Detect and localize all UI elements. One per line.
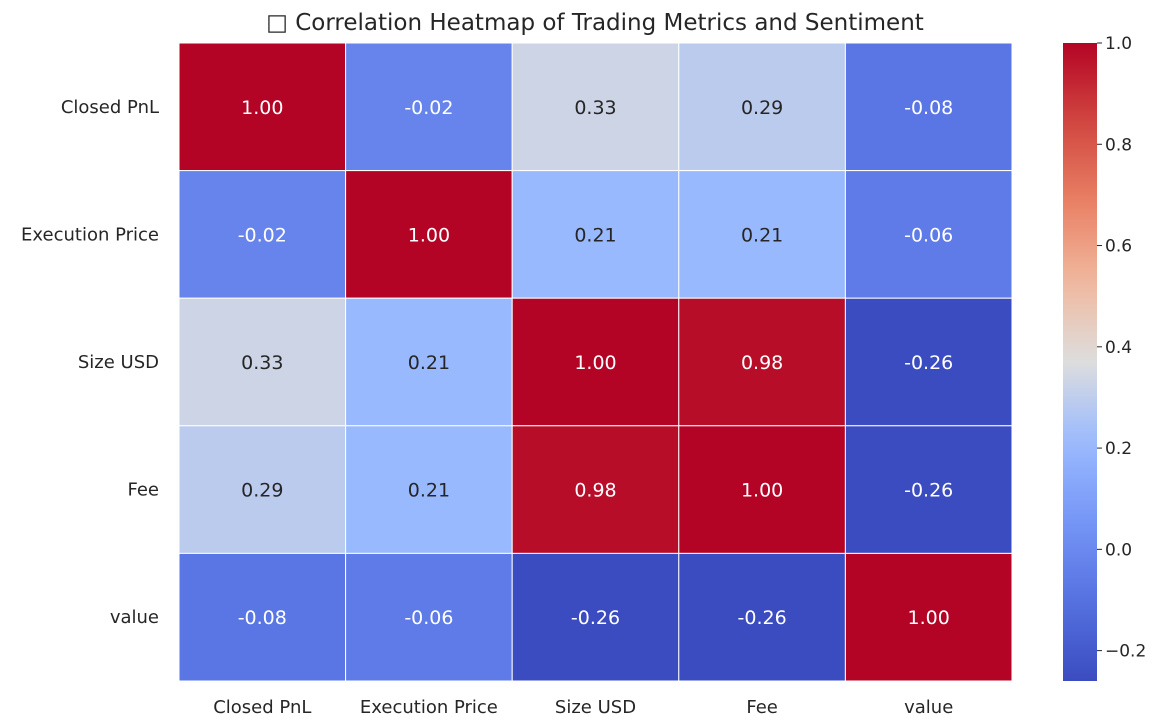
heatmap-cell <box>511 297 680 427</box>
heatmap-cell <box>511 552 680 682</box>
heatmap-cell-value: 0.21 <box>741 224 783 246</box>
heatmap-cells <box>178 42 1013 682</box>
colorbar-tick-label: 0.2 <box>1105 439 1132 459</box>
heatmap-cell-value: 1.00 <box>574 352 616 374</box>
heatmap-cell-value: -0.26 <box>571 607 620 629</box>
y-tick-label: Fee <box>127 480 159 501</box>
colorbar-tick-label: 0.0 <box>1105 540 1132 560</box>
heatmap-cell-value: 1.00 <box>741 480 783 502</box>
heatmap-cell-value: -0.26 <box>738 607 787 629</box>
x-axis-tick-labels: Closed PnL Execution Price Size USD Fee valu… <box>213 697 953 718</box>
heatmap-cell-value: -0.08 <box>238 607 287 629</box>
x-tick-label: Execution Price <box>360 697 498 718</box>
heatmap-cell <box>511 170 680 299</box>
heatmap-cell-value: 1.00 <box>241 97 283 119</box>
heatmap-cell <box>678 297 846 427</box>
colorbar: 1.0 0.8 0.6 0.4 0.2 0.0 −0.2 <box>1063 34 1146 681</box>
heatmap-cell <box>678 425 846 554</box>
y-tick-label: value <box>110 607 159 628</box>
heatmap-cell-value: 0.21 <box>408 480 450 502</box>
heatmap-cell <box>844 425 1013 554</box>
heatmap-cell-value: 0.98 <box>574 480 616 502</box>
y-axis-tick-labels: Closed PnL Execution Price Size USD Fee valu… <box>21 97 159 628</box>
heatmap-cell-value: 0.29 <box>241 480 283 502</box>
heatmap-cell-labels: 1.00 -0.02 0.33 0.29 -0.08 -0.02 1.00 0.21 0.21 -… <box>238 97 954 629</box>
heatmap-cell-value: 1.00 <box>408 224 450 246</box>
heatmap-cell-value: -0.02 <box>404 97 453 119</box>
colorbar-gradient <box>1063 43 1097 681</box>
heatmap-cell <box>511 425 680 554</box>
heatmap-cell-value: 0.33 <box>574 97 616 119</box>
x-tick-label: Size USD <box>555 697 636 718</box>
heatmap-cell <box>511 42 680 172</box>
colorbar-tick-label: 0.8 <box>1105 135 1132 155</box>
heatmap-cell <box>844 170 1013 299</box>
x-tick-label: Fee <box>746 697 778 718</box>
chart-title: □ Correlation Heatmap of Trading Metrics… <box>266 10 924 36</box>
heatmap-cell <box>178 552 347 682</box>
heatmap-cell-value: -0.06 <box>904 224 953 246</box>
colorbar-tick-label: −0.2 <box>1105 642 1146 662</box>
heatmap-cell-value: 0.98 <box>741 352 783 374</box>
heatmap-cell <box>178 42 347 172</box>
heatmap-cell <box>345 170 513 299</box>
colorbar-tick-label: 0.6 <box>1105 237 1132 257</box>
heatmap-cell-value: -0.02 <box>238 224 287 246</box>
heatmap-cell-value: -0.26 <box>904 352 953 374</box>
heatmap-cell <box>345 425 513 554</box>
y-tick-label: Size USD <box>78 352 159 373</box>
heatmap-cell-value: 0.21 <box>408 352 450 374</box>
heatmap-cell-value: 1.00 <box>908 607 950 629</box>
heatmap-cell-value: 0.33 <box>241 352 283 374</box>
heatmap-cell <box>178 170 347 299</box>
y-tick-label: Execution Price <box>21 224 159 245</box>
heatmap-cell <box>345 297 513 427</box>
x-tick-label: Closed PnL <box>213 697 311 718</box>
heatmap-cell-value: -0.08 <box>904 97 953 119</box>
y-tick-label: Closed PnL <box>61 97 159 118</box>
x-tick-label: value <box>904 697 953 718</box>
heatmap-cell <box>345 552 513 682</box>
heatmap-cell-value: -0.26 <box>904 480 953 502</box>
colorbar-tick-label: 1.0 <box>1105 34 1132 54</box>
heatmap-cell-value: 0.29 <box>741 97 783 119</box>
heatmap-cell <box>345 42 513 172</box>
heatmap-cell <box>678 42 846 172</box>
heatmap-cell-value: -0.06 <box>404 607 453 629</box>
colorbar-tick-label: 0.4 <box>1105 338 1132 358</box>
heatmap-cell <box>844 552 1013 682</box>
heatmap-cell <box>178 425 347 554</box>
heatmap-cell <box>844 297 1013 427</box>
heatmap-cell <box>844 42 1013 172</box>
heatmap-cell-value: 0.21 <box>574 224 616 246</box>
